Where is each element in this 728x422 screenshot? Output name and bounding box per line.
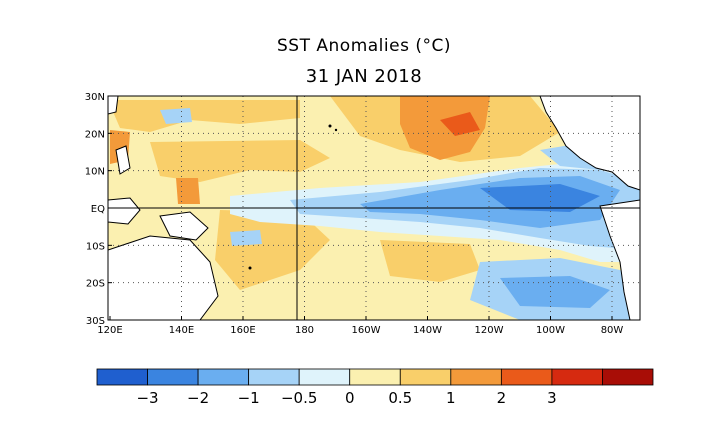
cool-patch-coral-sea	[230, 230, 262, 246]
hot-patch-north	[400, 96, 490, 160]
lat-label: 20S	[86, 279, 105, 290]
lat-label: 20N	[85, 129, 105, 140]
lon-label: 180	[295, 325, 314, 336]
hot-patch-indonesia	[176, 178, 200, 204]
land-new-guinea	[159, 211, 209, 241]
longitude-axis: 120E 140E 160E 180 160W 140W 120W 100W 80W	[97, 316, 623, 336]
colorbar-label: 1	[446, 389, 456, 407]
colorbar-label: 3	[547, 389, 557, 407]
map-date: 31 JAN 2018	[305, 66, 423, 87]
lat-label: 10S	[86, 241, 105, 252]
warm-patch-south-central	[380, 240, 480, 282]
colorbar: −3 −2 −1 −0.5 0 0.5 1 2 3	[96, 368, 654, 407]
colorbar-label: −1	[238, 389, 260, 407]
colorbar-label: 0	[345, 389, 355, 407]
colorbar-swatch	[450, 368, 502, 386]
lat-label: 10N	[85, 167, 105, 178]
land-borneo	[108, 197, 141, 225]
land-australia	[108, 235, 219, 320]
colorbar-swatch	[349, 368, 401, 386]
colorbar-swatch	[551, 368, 603, 386]
cool-tongue-core	[480, 184, 600, 212]
warm-patch-south	[215, 210, 330, 290]
land-north-america	[539, 96, 640, 191]
lon-label: 80W	[601, 325, 624, 336]
cool-patch-nw	[160, 108, 192, 124]
warm-patch-nw	[108, 100, 300, 132]
lon-label: 160W	[352, 325, 381, 336]
land-hawaii	[328, 124, 332, 128]
colorbar-label: 0.5	[388, 389, 412, 407]
warm-patch-west-pacific	[150, 140, 330, 182]
lat-label: EQ	[91, 204, 105, 215]
land-south-america	[599, 199, 640, 320]
colorbar-label: −2	[187, 389, 209, 407]
map-title: SST Anomalies (°C)	[277, 36, 451, 56]
colorbar-swatch	[248, 368, 300, 386]
lon-label: 120E	[97, 325, 122, 336]
lon-label: 140E	[169, 325, 194, 336]
lat-label: 30N	[85, 92, 105, 103]
latitude-axis: 30N 20N 10N EQ 10S 20S 30S	[85, 92, 112, 327]
land-asia-coast	[108, 96, 119, 115]
colorbar-label: −0.5	[281, 389, 317, 407]
land-fiji	[248, 266, 252, 270]
lat-label: 30S	[86, 316, 105, 327]
colorbar-label: −3	[136, 389, 158, 407]
colorbar-swatch	[147, 368, 199, 386]
land-hawaii-2	[334, 128, 338, 132]
land-philippines	[115, 145, 131, 175]
colorbar-swatch	[399, 368, 452, 386]
colorbar-swatch	[500, 368, 553, 386]
colorbar-swatch	[96, 368, 148, 386]
lon-label: 100W	[536, 325, 565, 336]
hot-core-north	[440, 112, 480, 136]
lon-label: 160E	[230, 325, 255, 336]
colorbar-swatch	[298, 368, 351, 386]
colorbar-swatch	[602, 368, 654, 386]
colorbar-swatch	[197, 368, 250, 386]
cool-patch-southeast-core	[500, 276, 610, 308]
lon-label: 140W	[413, 325, 442, 336]
lon-label: 120W	[475, 325, 504, 336]
colorbar-label: 2	[497, 389, 507, 407]
